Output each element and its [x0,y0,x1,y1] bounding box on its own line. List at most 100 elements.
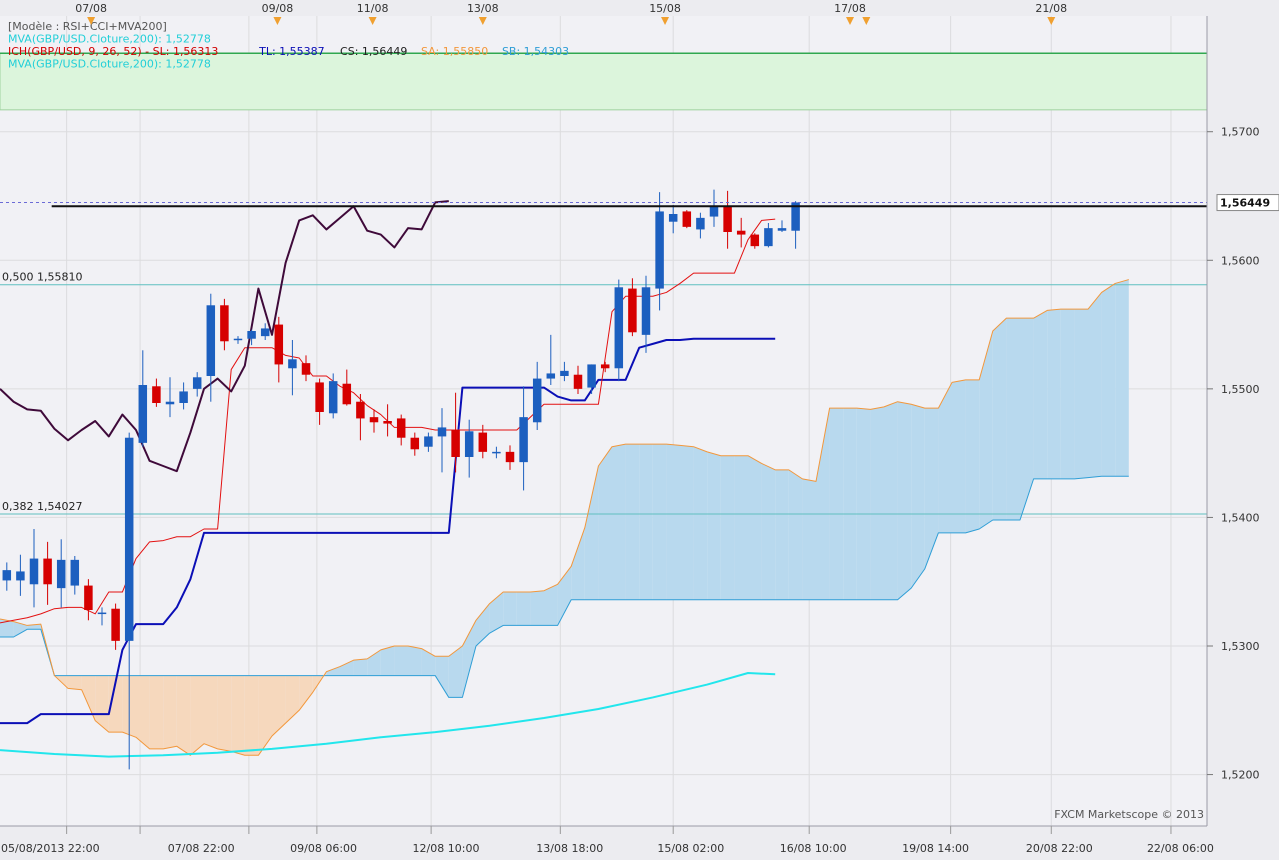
candlestick[interactable] [750,233,760,249]
candlestick[interactable] [736,217,746,248]
candlestick[interactable] [179,382,188,410]
candlestick[interactable] [696,212,705,239]
candlestick[interactable] [641,275,651,353]
candlestick[interactable] [315,378,324,425]
candlestick[interactable] [111,603,120,650]
legend-entry: ICH(GBP/USD, 9, 26, 52) - SL: 1,56313 [8,45,218,58]
cloud-segment [435,656,449,698]
top-date-label: 21/08 [1035,2,1067,15]
candlestick[interactable] [356,394,365,441]
candlestick[interactable] [43,541,52,605]
senkou-span-b-line[interactable] [0,475,1129,698]
candlestick[interactable] [288,340,297,396]
candlestick[interactable] [437,408,447,473]
candlestick[interactable] [682,210,692,229]
candlestick[interactable] [70,556,80,595]
legend-entry: MVA(GBP/USD.Cloture,200): 1,52778 [8,58,211,71]
candlestick[interactable] [138,350,148,447]
candlestick[interactable] [165,377,175,418]
cloud-segment [272,675,286,736]
candlestick[interactable] [492,446,501,459]
candlestick[interactable] [369,409,379,433]
candlestick[interactable] [519,386,528,491]
candlestick[interactable] [233,336,243,344]
candle-body [451,430,460,457]
candlestick[interactable] [192,372,202,397]
candlestick[interactable] [587,364,596,394]
candlestick[interactable] [152,378,161,407]
candlestick[interactable] [546,334,556,385]
event-marker-icon[interactable] [273,17,282,25]
top-axis-band [0,0,1279,16]
cloud-segment [204,675,218,749]
candlestick[interactable] [220,298,229,351]
legend-entry: MVA(GBP/USD.Cloture,200): 1,52778 [8,33,211,46]
candlestick[interactable] [532,361,542,430]
candlestick[interactable] [383,404,392,437]
cloud-segment [870,406,884,600]
event-marker-icon[interactable] [862,17,871,25]
price-tick-label: 1,5600 [1221,254,1260,267]
candlestick[interactable] [764,223,773,248]
mva200-line[interactable] [0,672,776,758]
candlestick[interactable] [260,323,270,340]
candle-body [764,228,773,247]
cloud-segment [897,401,912,600]
candlestick[interactable] [464,419,474,478]
legend-entry-part: TL: 1,55387 [258,45,325,58]
candlestick[interactable] [777,220,787,232]
cloud-segment [652,444,667,600]
candle-body [179,391,188,403]
chikou-span-line[interactable] [0,200,449,473]
candle-body [723,206,732,232]
candlestick[interactable] [396,414,406,446]
event-marker-icon[interactable] [661,17,670,25]
cloud-segment [530,590,544,626]
candlestick[interactable] [560,361,569,382]
candlestick[interactable] [342,369,352,406]
candlestick[interactable] [84,579,93,621]
top-date-label: 17/08 [834,2,866,15]
cloud-segment [1074,309,1088,479]
candlestick[interactable] [668,205,678,234]
candlestick[interactable] [600,361,610,373]
event-marker-icon[interactable] [87,17,96,25]
candle-body [2,570,12,581]
candlestick[interactable] [2,562,12,591]
candlestick[interactable] [614,279,624,382]
candlestick[interactable] [97,607,107,626]
candlestick[interactable] [29,529,39,608]
candlestick[interactable] [410,432,420,456]
candlestick[interactable] [206,293,216,402]
candlestick[interactable] [274,316,284,383]
candle-body [641,287,651,335]
candlestick[interactable] [573,365,583,394]
event-marker-icon[interactable] [478,17,487,25]
candlestick[interactable] [655,192,664,311]
cloud-segment [924,408,939,569]
event-marker-icon[interactable] [1047,17,1056,25]
candlestick[interactable] [628,278,637,337]
candlestick[interactable] [56,539,66,608]
candlestick[interactable] [124,432,134,770]
cloud-segment [176,675,191,756]
candlestick[interactable] [478,424,488,459]
cloud-segment [639,444,653,600]
candlestick[interactable] [301,355,311,382]
candlestick[interactable] [16,554,25,596]
candlestick[interactable] [505,445,515,470]
event-marker-icon[interactable] [846,17,854,25]
candlestick[interactable] [709,189,719,227]
candle-body [628,288,637,333]
cloud-segment [340,660,354,676]
candlestick[interactable] [424,432,433,452]
event-marker-icon[interactable] [368,17,377,25]
candlestick[interactable] [723,190,732,249]
candlestick[interactable] [247,329,256,346]
candlestick[interactable] [451,392,460,473]
candlestick[interactable] [328,373,338,419]
cloud-segment [557,566,572,626]
candlestick[interactable] [791,201,800,249]
